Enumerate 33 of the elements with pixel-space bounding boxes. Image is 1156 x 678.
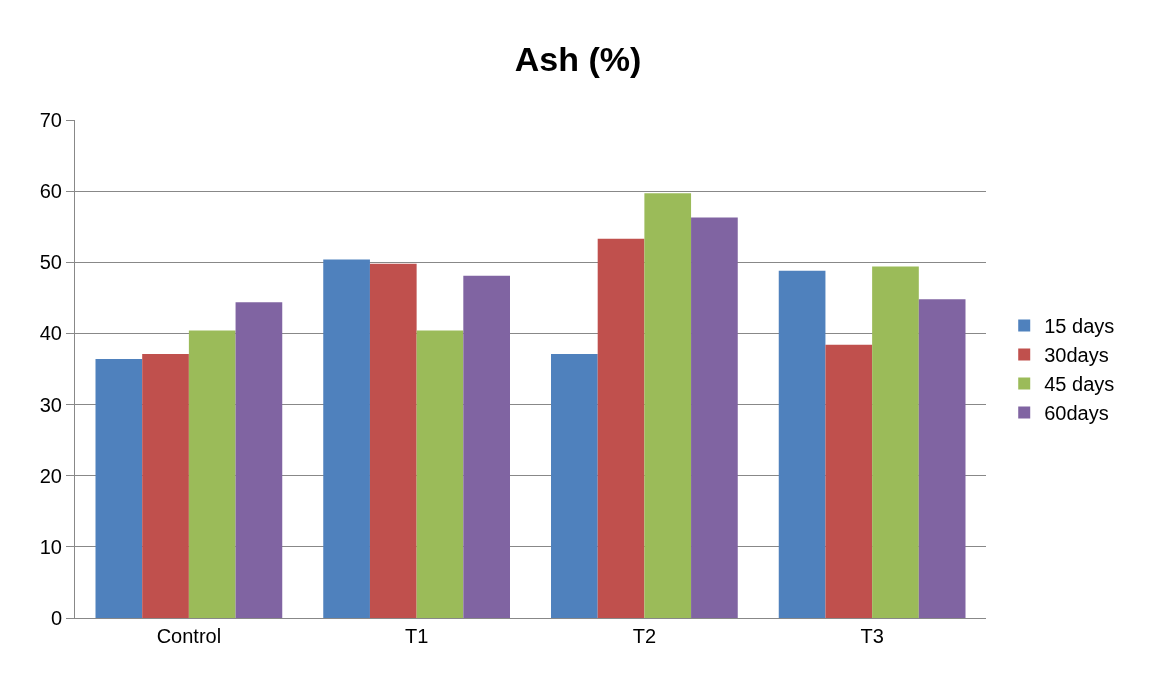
- y-tick-label: 30: [39, 393, 62, 416]
- legend-label: 60days: [1044, 402, 1109, 425]
- bar: [778, 270, 826, 618]
- bar: [416, 330, 464, 618]
- bar: [872, 266, 919, 618]
- legend-label: 15 days: [1044, 315, 1115, 338]
- bar: [369, 263, 417, 618]
- x-tick-label: Control: [156, 625, 222, 647]
- bar: [918, 299, 966, 618]
- bar: [142, 354, 189, 618]
- bar: [691, 217, 738, 618]
- x-tick-label: T2: [632, 625, 657, 647]
- bar: [323, 259, 370, 618]
- legend-label: 30days: [1044, 344, 1109, 367]
- bar: [644, 193, 692, 618]
- y-tick-label: 50: [39, 251, 62, 274]
- chart-title: Ash (%): [514, 40, 642, 79]
- legend-label: 45 days: [1044, 373, 1115, 396]
- bar: [188, 330, 236, 618]
- y-tick-label: 60: [39, 180, 62, 203]
- y-tick-label: 40: [39, 322, 62, 345]
- y-tick-label: 70: [39, 109, 62, 131]
- y-tick-label: 0: [50, 607, 62, 629]
- bar: [825, 344, 873, 618]
- bar: [463, 275, 510, 618]
- bar: [551, 354, 598, 618]
- x-tick-label: T1: [404, 625, 429, 647]
- bar: [95, 359, 143, 618]
- x-tick-label: T3: [860, 625, 884, 647]
- y-tick-label: 20: [39, 464, 62, 487]
- y-tick-label: 10: [39, 535, 62, 558]
- bar: [597, 238, 645, 618]
- bar: [235, 302, 283, 618]
